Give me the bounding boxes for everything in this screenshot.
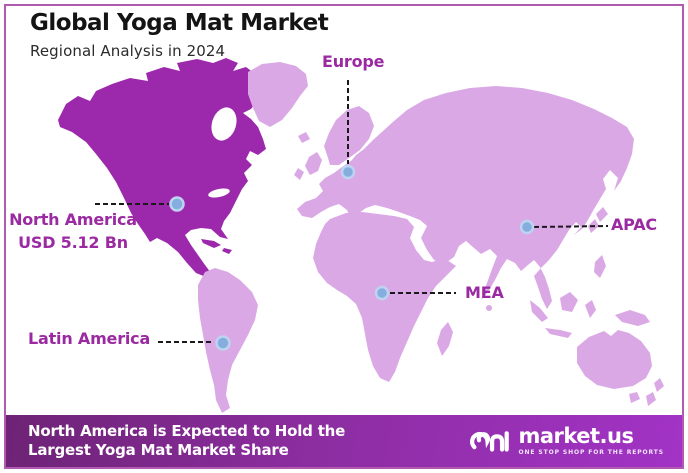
southeast-asia-islands xyxy=(530,255,650,338)
apac-marker-dot xyxy=(519,219,535,235)
caribbean-islands xyxy=(201,239,232,254)
footer-bar: North America is Expected to Hold the La… xyxy=(6,415,682,467)
page-title: Global Yoga Mat Market xyxy=(30,10,329,36)
brand-tagline: ONE STOP SHOP FOR THE REPORTS xyxy=(518,449,664,456)
apac-callout-line xyxy=(533,225,609,228)
region-label-mea: MEA xyxy=(465,283,504,302)
continent-australia xyxy=(577,330,652,389)
continent-north-america xyxy=(58,58,266,277)
footer-caption-line2: Largest Yoga Mat Market Share xyxy=(28,441,289,459)
north-america-value: USD 5.12 Bn xyxy=(18,233,128,253)
footer-caption: North America is Expected to Hold the La… xyxy=(28,422,345,460)
region-label-europe: Europe xyxy=(322,52,385,71)
hudson-bay xyxy=(211,107,237,141)
brand-text: market.us ONE STOP SHOP FOR THE REPORTS xyxy=(518,426,664,456)
region-label-north-america: North America USD 5.12 Bn xyxy=(4,208,142,254)
region-markers xyxy=(169,164,535,351)
continents xyxy=(58,58,664,413)
british-isles xyxy=(294,152,322,180)
great-lakes xyxy=(208,188,230,198)
iceland xyxy=(298,132,310,143)
footer-caption-line1: North America is Expected to Hold the xyxy=(28,422,346,441)
callout-lines xyxy=(95,80,609,343)
europe-marker-dot xyxy=(340,164,356,180)
tasmania xyxy=(629,392,640,403)
latin-america-marker-dot xyxy=(215,335,231,351)
brand-name: market.us xyxy=(518,424,634,448)
greenland xyxy=(248,62,308,127)
header: Global Yoga Mat Market Regional Analysis… xyxy=(30,10,329,60)
scandinavia xyxy=(324,106,374,165)
continent-eurasia xyxy=(297,86,634,309)
mea-marker-dot xyxy=(374,285,390,301)
north-america-label-text: North America xyxy=(9,210,137,229)
north-america-marker-dot xyxy=(169,196,185,212)
sri-lanka xyxy=(486,305,492,311)
madagascar xyxy=(437,322,453,356)
region-label-latin-america: Latin America xyxy=(28,329,151,348)
region-label-apac: APAC xyxy=(611,215,657,234)
market-us-logo-icon xyxy=(470,431,510,452)
brand-logo: market.us ONE STOP SHOP FOR THE REPORTS xyxy=(469,424,664,458)
new-zealand xyxy=(646,378,664,406)
page-subtitle: Regional Analysis in 2024 xyxy=(30,41,226,60)
